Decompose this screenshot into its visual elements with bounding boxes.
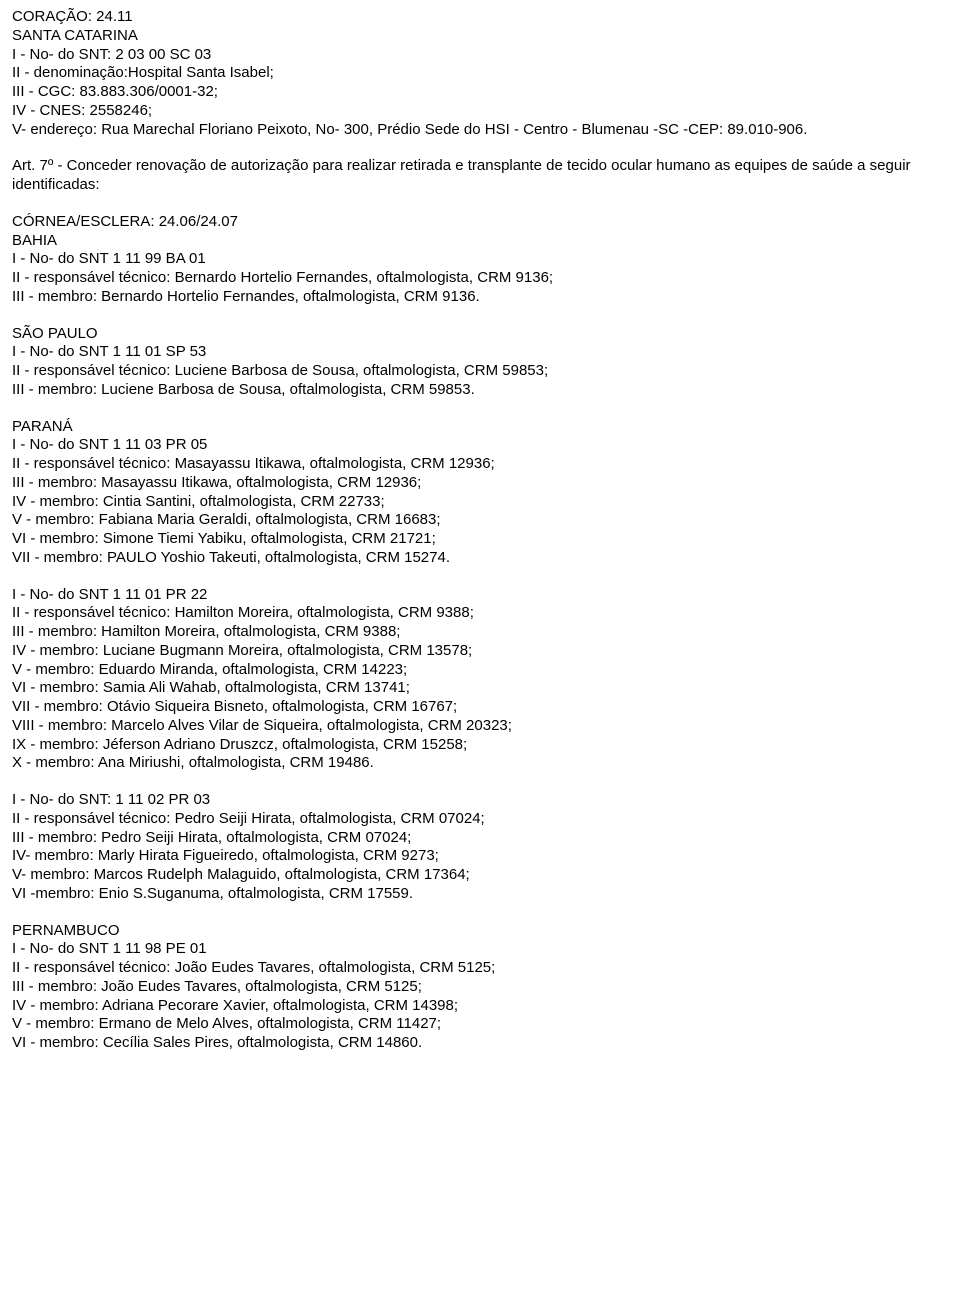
text-line: PARANÁ (12, 418, 948, 437)
text-line: I - No- do SNT 1 11 99 BA 01 (12, 250, 948, 269)
text-line: II - denominação:Hospital Santa Isabel; (12, 64, 948, 83)
text-line: I - No- do SNT 1 11 03 PR 05 (12, 436, 948, 455)
text-line: VI - membro: Samia Ali Wahab, oftalmolog… (12, 679, 948, 698)
text-line: VI - membro: Cecília Sales Pires, oftalm… (12, 1034, 948, 1053)
text-block: PERNAMBUCOI - No- do SNT 1 11 98 PE 01II… (12, 922, 948, 1053)
text-line: IV - CNES: 2558246; (12, 102, 948, 121)
text-line: Art. 7º - Conceder renovação de autoriza… (12, 157, 948, 195)
text-block: PARANÁI - No- do SNT 1 11 03 PR 05II - r… (12, 418, 948, 568)
text-block: Art. 7º - Conceder renovação de autoriza… (12, 157, 948, 195)
text-block: CÓRNEA/ESCLERA: 24.06/24.07BAHIAI - No- … (12, 213, 948, 307)
text-line: II - responsável técnico: João Eudes Tav… (12, 959, 948, 978)
text-line: I - No- do SNT 1 11 98 PE 01 (12, 940, 948, 959)
text-block: I - No- do SNT: 1 11 02 PR 03II - respon… (12, 791, 948, 904)
text-line: VI -membro: Enio S.Suganuma, oftalmologi… (12, 885, 948, 904)
text-line: VI - membro: Simone Tiemi Yabiku, oftalm… (12, 530, 948, 549)
text-line: V- membro: Marcos Rudelph Malaguido, oft… (12, 866, 948, 885)
text-line: CÓRNEA/ESCLERA: 24.06/24.07 (12, 213, 948, 232)
text-line: SANTA CATARINA (12, 27, 948, 46)
text-line: VII - membro: PAULO Yoshio Takeuti, ofta… (12, 549, 948, 568)
text-line: IV- membro: Marly Hirata Figueiredo, oft… (12, 847, 948, 866)
text-line: V - membro: Eduardo Miranda, oftalmologi… (12, 661, 948, 680)
text-line: V - membro: Ermano de Melo Alves, oftalm… (12, 1015, 948, 1034)
text-line: PERNAMBUCO (12, 922, 948, 941)
text-line: I - No- do SNT: 1 11 02 PR 03 (12, 791, 948, 810)
text-line: II - responsável técnico: Bernardo Horte… (12, 269, 948, 288)
text-line: VIII - membro: Marcelo Alves Vilar de Si… (12, 717, 948, 736)
text-line: II - responsável técnico: Pedro Seiji Hi… (12, 810, 948, 829)
text-line: III - membro: Pedro Seiji Hirata, oftalm… (12, 829, 948, 848)
text-line: II - responsável técnico: Luciene Barbos… (12, 362, 948, 381)
text-line: X - membro: Ana Miriushi, oftalmologista… (12, 754, 948, 773)
text-line: III - membro: Masayassu Itikawa, oftalmo… (12, 474, 948, 493)
text-line: IV - membro: Adriana Pecorare Xavier, of… (12, 997, 948, 1016)
document-page: CORAÇÃO: 24.11SANTA CATARINAI - No- do S… (0, 0, 960, 1091)
text-line: III - membro: João Eudes Tavares, oftalm… (12, 978, 948, 997)
text-line: III - CGC: 83.883.306/0001-32; (12, 83, 948, 102)
text-line: V- endereço: Rua Marechal Floriano Peixo… (12, 121, 948, 140)
text-line: IV - membro: Cintia Santini, oftalmologi… (12, 493, 948, 512)
text-block: I - No- do SNT 1 11 01 PR 22II - respons… (12, 586, 948, 774)
text-line: III - membro: Hamilton Moreira, oftalmol… (12, 623, 948, 642)
text-line: IX - membro: Jéferson Adriano Druszcz, o… (12, 736, 948, 755)
text-line: VII - membro: Otávio Siqueira Bisneto, o… (12, 698, 948, 717)
text-line: BAHIA (12, 232, 948, 251)
text-block: SÃO PAULOI - No- do SNT 1 11 01 SP 53II … (12, 325, 948, 400)
text-line: I - No- do SNT: 2 03 00 SC 03 (12, 46, 948, 65)
text-line: II - responsável técnico: Hamilton Morei… (12, 604, 948, 623)
text-line: CORAÇÃO: 24.11 (12, 8, 948, 27)
text-line: III - membro: Luciene Barbosa de Sousa, … (12, 381, 948, 400)
text-line: I - No- do SNT 1 11 01 SP 53 (12, 343, 948, 362)
text-block: CORAÇÃO: 24.11SANTA CATARINAI - No- do S… (12, 8, 948, 139)
text-line: SÃO PAULO (12, 325, 948, 344)
text-line: V - membro: Fabiana Maria Geraldi, oftal… (12, 511, 948, 530)
text-line: II - responsável técnico: Masayassu Itik… (12, 455, 948, 474)
text-line: III - membro: Bernardo Hortelio Fernande… (12, 288, 948, 307)
text-line: IV - membro: Luciane Bugmann Moreira, of… (12, 642, 948, 661)
text-line: I - No- do SNT 1 11 01 PR 22 (12, 586, 948, 605)
